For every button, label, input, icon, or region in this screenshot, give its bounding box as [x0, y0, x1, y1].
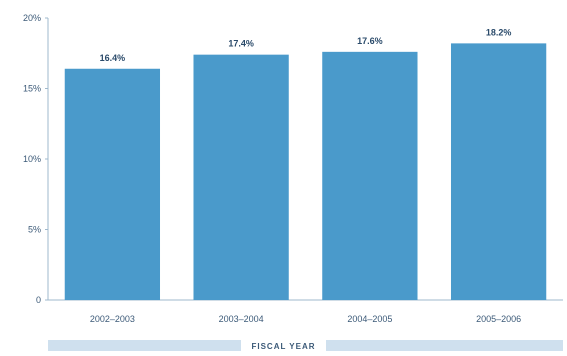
y-axis-ticks: 0 5% 10% 15% 20%: [23, 13, 48, 305]
y-tick-label: 10%: [23, 154, 41, 164]
y-tick-label: 20%: [23, 13, 41, 23]
category-labels: 2002–2003 2003–2004 2004–2005 2005–2006: [90, 314, 521, 324]
bar-value-label: 18.2%: [486, 27, 512, 37]
category-label: 2005–2006: [476, 314, 521, 324]
x-axis-title: FISCAL YEAR: [0, 336, 567, 356]
bars: [64, 43, 547, 301]
bar: [64, 68, 161, 300]
category-label: 2003–2004: [219, 314, 264, 324]
y-tick-label: 0: [36, 295, 41, 305]
bar: [450, 43, 547, 300]
bar-value-label: 17.4%: [228, 39, 254, 49]
bar-value-label: 16.4%: [100, 53, 126, 63]
bar: [193, 54, 289, 300]
category-label: 2002–2003: [90, 314, 135, 324]
x-axis-title-text: FISCAL YEAR: [241, 338, 326, 356]
y-tick-label: 15%: [23, 84, 41, 94]
bar: [322, 51, 418, 301]
category-label: 2004–2005: [347, 314, 392, 324]
y-tick-label: 5%: [28, 225, 41, 235]
data-labels: 16.4% 17.4% 17.6% 18.2%: [100, 27, 512, 62]
bar-value-label: 17.6%: [357, 36, 383, 46]
